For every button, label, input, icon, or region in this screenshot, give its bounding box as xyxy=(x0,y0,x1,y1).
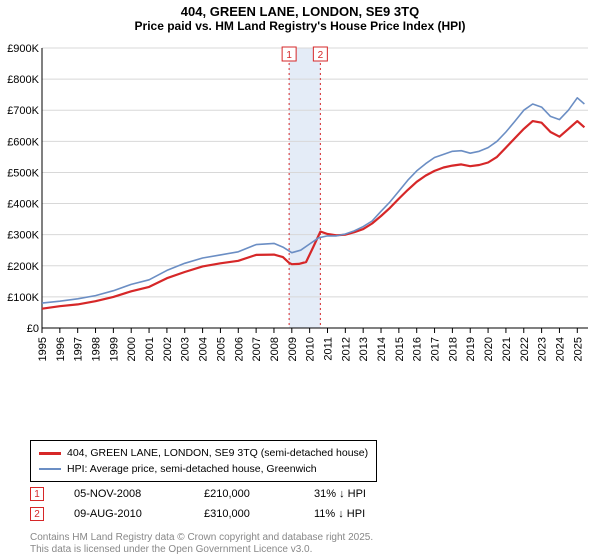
svg-text:2010: 2010 xyxy=(305,337,317,361)
svg-text:2005: 2005 xyxy=(215,337,227,361)
svg-text:2000: 2000 xyxy=(126,337,138,361)
event-delta: 31% ↓ HPI xyxy=(314,488,394,500)
event-marker-row: 1 05-NOV-2008 £210,000 31% ↓ HPI xyxy=(30,484,394,504)
svg-text:£300K: £300K xyxy=(7,230,39,242)
svg-text:2018: 2018 xyxy=(447,337,459,361)
chart-title-block: 404, GREEN LANE, LONDON, SE9 3TQ Price p… xyxy=(0,0,600,33)
event-marker-box: 2 xyxy=(30,507,44,521)
footer-attribution: Contains HM Land Registry data © Crown c… xyxy=(30,532,373,556)
event-date: 05-NOV-2008 xyxy=(74,488,174,500)
legend-swatch xyxy=(39,468,61,470)
svg-text:2008: 2008 xyxy=(269,337,281,361)
svg-text:2021: 2021 xyxy=(501,337,513,361)
legend-label: HPI: Average price, semi-detached house,… xyxy=(67,463,317,475)
legend-row: HPI: Average price, semi-detached house,… xyxy=(39,461,368,477)
legend-label: 404, GREEN LANE, LONDON, SE9 3TQ (semi-d… xyxy=(67,447,368,459)
svg-text:£500K: £500K xyxy=(7,167,39,179)
svg-text:1997: 1997 xyxy=(73,337,85,361)
svg-text:2006: 2006 xyxy=(233,337,245,361)
footer-line-1: Contains HM Land Registry data © Crown c… xyxy=(30,532,373,544)
svg-text:2022: 2022 xyxy=(519,337,531,361)
svg-text:1996: 1996 xyxy=(55,337,67,361)
footer-line-2: This data is licensed under the Open Gov… xyxy=(30,544,373,556)
svg-text:2002: 2002 xyxy=(162,337,174,361)
event-marker-row: 2 09-AUG-2010 £310,000 11% ↓ HPI xyxy=(30,504,394,524)
legend-row: 404, GREEN LANE, LONDON, SE9 3TQ (semi-d… xyxy=(39,445,368,461)
svg-text:2004: 2004 xyxy=(198,337,210,361)
event-price: £310,000 xyxy=(204,508,284,520)
svg-text:2003: 2003 xyxy=(180,337,192,361)
svg-text:£0: £0 xyxy=(27,323,39,335)
svg-text:£100K: £100K xyxy=(7,292,39,304)
event-date: 09-AUG-2010 xyxy=(74,508,174,520)
svg-text:2016: 2016 xyxy=(412,337,424,361)
svg-text:2012: 2012 xyxy=(340,337,352,361)
svg-text:1: 1 xyxy=(286,50,292,61)
svg-text:1999: 1999 xyxy=(108,337,120,361)
svg-text:2020: 2020 xyxy=(483,337,495,361)
legend-swatch xyxy=(39,452,61,455)
svg-text:2019: 2019 xyxy=(465,337,477,361)
svg-text:2014: 2014 xyxy=(376,337,388,361)
svg-text:2011: 2011 xyxy=(322,337,334,361)
svg-text:£200K: £200K xyxy=(7,261,39,273)
event-price: £210,000 xyxy=(204,488,284,500)
svg-text:2017: 2017 xyxy=(430,337,442,361)
svg-text:£800K: £800K xyxy=(7,74,39,86)
svg-text:2: 2 xyxy=(318,50,324,61)
svg-text:1995: 1995 xyxy=(37,337,49,361)
svg-text:2025: 2025 xyxy=(572,337,584,361)
svg-text:2024: 2024 xyxy=(554,337,566,361)
svg-text:2013: 2013 xyxy=(358,337,370,361)
svg-text:£400K: £400K xyxy=(7,199,39,211)
title-line-1: 404, GREEN LANE, LONDON, SE9 3TQ xyxy=(0,4,600,19)
svg-text:£700K: £700K xyxy=(7,105,39,117)
svg-text:2023: 2023 xyxy=(537,337,549,361)
svg-text:2015: 2015 xyxy=(394,337,406,361)
event-marker-table: 1 05-NOV-2008 £210,000 31% ↓ HPI 2 09-AUG-201… xyxy=(30,484,394,524)
svg-text:£900K: £900K xyxy=(7,43,39,55)
title-line-2: Price paid vs. HM Land Registry's House … xyxy=(0,19,600,33)
event-marker-box: 1 xyxy=(30,487,44,501)
legend-box: 404, GREEN LANE, LONDON, SE9 3TQ (semi-d… xyxy=(30,440,377,482)
chart-container: £0 £100K £200K £300K £400K £500K £600K £700K £80… xyxy=(4,42,594,372)
svg-text:1998: 1998 xyxy=(91,337,103,361)
line-chart: £0 £100K £200K £300K £400K £500K £600K £700K £80… xyxy=(4,42,594,372)
svg-text:2007: 2007 xyxy=(251,337,263,361)
svg-text:2001: 2001 xyxy=(144,337,156,361)
event-delta: 11% ↓ HPI xyxy=(314,508,394,520)
svg-text:£600K: £600K xyxy=(7,136,39,148)
svg-text:2009: 2009 xyxy=(287,337,299,361)
